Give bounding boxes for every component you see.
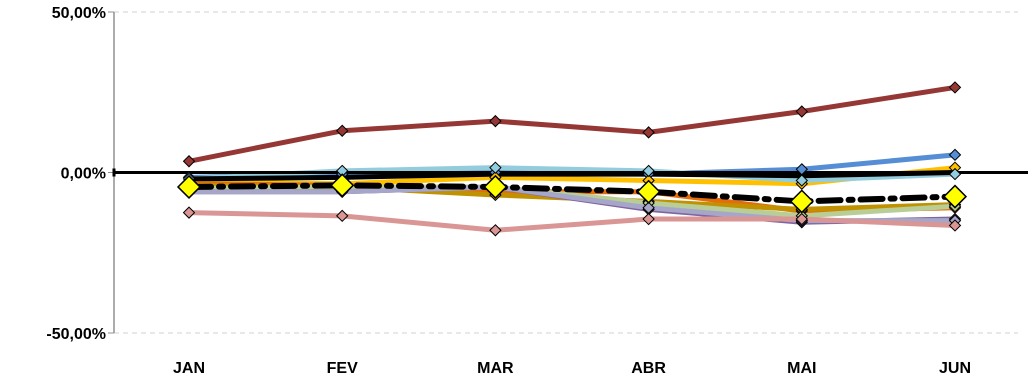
series-line <box>186 210 958 233</box>
x-tick-label: FEV <box>327 360 358 377</box>
marker-layer <box>176 81 968 237</box>
average-line <box>186 182 958 205</box>
average-marker <box>942 184 968 209</box>
series-marker <box>489 224 502 237</box>
grid-layer <box>114 11 1018 334</box>
series-marker <box>948 219 962 232</box>
x-tick-label: MAI <box>787 360 816 377</box>
x-tick-label: JUN <box>939 360 971 377</box>
series-line <box>186 84 958 164</box>
series-marker <box>642 126 655 139</box>
series-layer <box>112 84 1028 233</box>
average-marker <box>176 174 202 200</box>
series-marker <box>182 155 196 168</box>
series-marker <box>489 114 502 128</box>
y-tick-label: 0,00% <box>61 166 106 183</box>
series-marker <box>948 167 962 181</box>
x-tick-label: ABR <box>631 360 666 377</box>
label-layer: 50,00% 0,00% -50,00% JAN FEV MAR ABR MAI JUN <box>46 5 971 377</box>
y-tick-label: -50,00% <box>46 326 106 343</box>
series-marker <box>642 212 655 226</box>
series-marker <box>795 174 809 187</box>
series-marker <box>795 105 809 118</box>
series-marker <box>182 206 196 219</box>
x-tick-label: MAR <box>477 360 514 377</box>
series-line <box>186 170 958 182</box>
series-marker <box>948 81 962 94</box>
y-tick-label: 50,00% <box>52 5 106 22</box>
average-marker <box>636 179 661 204</box>
series-marker <box>948 148 962 162</box>
series-marker <box>335 209 349 223</box>
average-marker <box>330 173 355 198</box>
series-marker <box>642 164 655 178</box>
series-marker <box>795 212 809 226</box>
average-marker <box>789 189 814 214</box>
series-marker <box>335 124 349 137</box>
x-tick-label: JAN <box>173 360 205 377</box>
average-marker <box>483 174 508 200</box>
series-marker <box>489 161 502 174</box>
